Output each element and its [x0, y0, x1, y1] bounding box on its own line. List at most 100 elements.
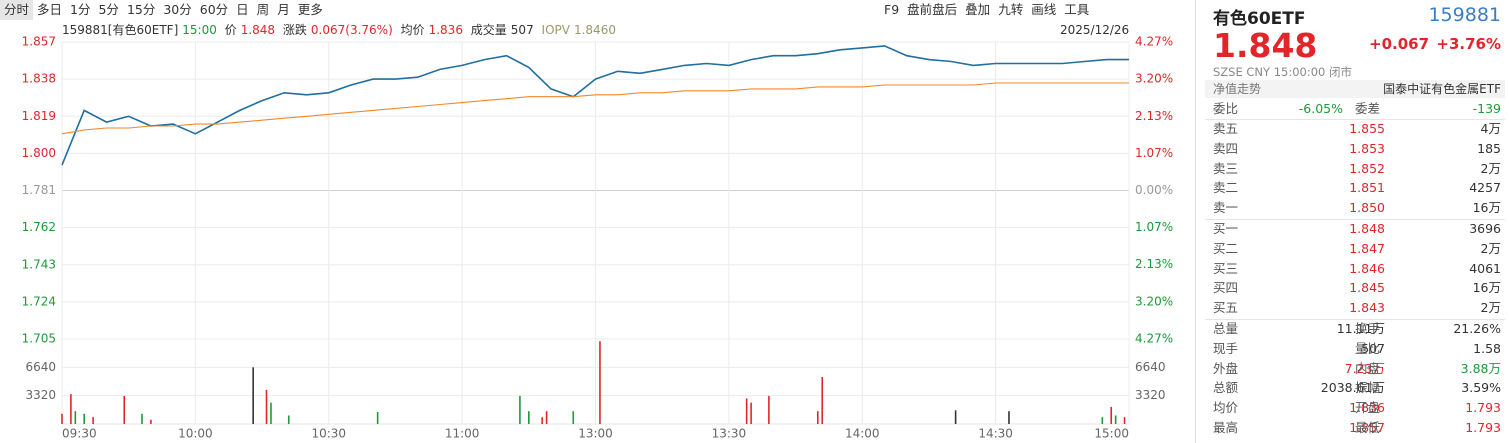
volume-bar — [821, 377, 824, 424]
price: 1.848 — [1349, 221, 1385, 236]
value: 11.11万 — [1336, 321, 1385, 336]
stats-row: 现手 507 量比 1.58 — [1205, 339, 1505, 359]
period-tab[interactable]: 多日 — [37, 2, 63, 17]
book-row: 买二 1.847 2万 — [1205, 239, 1505, 259]
time: 15:00 — [182, 23, 217, 37]
book-row: 买四 1.845 16万 — [1205, 278, 1505, 298]
price: 1.845 — [1349, 280, 1385, 296]
x-tick-label: 15:00 — [1094, 427, 1129, 441]
value: 1.836 — [428, 23, 463, 37]
period-tab[interactable]: 周 — [256, 2, 270, 17]
separator — [1205, 319, 1505, 320]
volume: 4257 — [1469, 180, 1501, 196]
period-tab[interactable]: 60分 — [199, 2, 229, 17]
value: 507 — [1361, 340, 1385, 356]
stats-row: 总量 11.11万 换手 21.26% — [1205, 319, 1505, 339]
book-row: 卖五 1.855 4万 — [1205, 119, 1505, 139]
y-tick-label: 1.838 — [22, 72, 56, 86]
price: 1.851 — [1349, 180, 1385, 196]
volume-bar — [92, 417, 94, 424]
toolbar: 分时 多日 1分 5分 15分 30分 60分日周月更多 F9 盘前盘后 叠加 九转 画线 工具 — [0, 0, 1195, 20]
label: 买二 — [1213, 240, 1239, 256]
volume-bar — [572, 411, 575, 424]
tool-button[interactable]: 叠加 — [965, 2, 991, 17]
price: 1.850 — [1349, 200, 1385, 216]
y2-tick-label: 2.13% — [1135, 257, 1173, 271]
y-tick-label: 1.705 — [22, 332, 56, 346]
volume-bar — [1123, 417, 1126, 424]
volume: 3696 — [1469, 221, 1501, 236]
label: 均价 — [1213, 400, 1239, 416]
security-code: 159881 — [1428, 4, 1501, 26]
period-tab[interactable]: 更多 — [297, 2, 323, 17]
period-tab[interactable]: 5分 — [98, 2, 119, 17]
y-tick-label: 1.857 — [22, 35, 56, 49]
volume-bar — [954, 410, 957, 424]
volume-bar — [1008, 411, 1010, 424]
period-tab[interactable]: 日 — [236, 2, 249, 17]
y2-tick-label: 1.07% — [1135, 220, 1173, 234]
volume-bar — [750, 402, 752, 424]
label: IOPV — [541, 23, 570, 37]
book-row: 买三 1.846 4061 — [1205, 259, 1505, 279]
value: 507 — [510, 23, 534, 37]
tool-menu: F9 盘前盘后 叠加 九转 画线 工具 — [880, 0, 1093, 20]
y2-tick-label: 2.13% — [1135, 109, 1173, 123]
value: -6.05% — [1298, 101, 1343, 116]
volume-bar — [541, 417, 543, 424]
book-row: 买五 1.843 2万 — [1205, 298, 1505, 318]
label: 最高 — [1213, 420, 1239, 435]
period-tab[interactable]: 15分 — [126, 2, 156, 17]
tool-button[interactable]: 画线 — [1031, 2, 1057, 17]
period-tab[interactable]: 1分 — [70, 2, 91, 17]
tool-button[interactable]: 工具 — [1064, 2, 1090, 17]
period-tab[interactable]: 分时 — [0, 0, 34, 20]
period-tab[interactable]: 30分 — [163, 2, 192, 17]
y2-tick-label: 3.20% — [1135, 72, 1173, 86]
quote-line: 159881[有色60ETF] 15:00 价 1.848 涨跌 0.067(3.76… — [62, 21, 620, 39]
label: 最低 — [1355, 420, 1381, 435]
y2-tick-label: 3.20% — [1135, 294, 1173, 308]
price: 1.855 — [1349, 121, 1385, 136]
last-price: 1.848 — [1213, 26, 1318, 65]
x-tick-label: 14:00 — [845, 427, 880, 441]
price-line — [61, 82, 1129, 135]
label: 换手 — [1355, 321, 1381, 336]
x-tick-label: 13:30 — [712, 427, 747, 441]
period-tabs: 分时 多日 1分 5分 15分 30分 60分日周月更多 — [0, 0, 327, 20]
label: 外盘 — [1213, 360, 1239, 376]
y-tick-label: 1.762 — [22, 220, 56, 234]
volume-bar — [265, 389, 268, 424]
label: 内盘 — [1355, 360, 1381, 376]
tool-button[interactable]: F9 — [884, 2, 900, 17]
value: 1.848 — [240, 23, 276, 37]
x-tick-label: 11:00 — [445, 427, 480, 441]
volume: 2万 — [1480, 160, 1501, 176]
label: 委比 — [1213, 101, 1239, 116]
label: 卖五 — [1213, 121, 1239, 136]
label: 总额 — [1213, 380, 1239, 396]
price: 1.853 — [1349, 140, 1385, 156]
y2-tick-label: 4.27% — [1135, 35, 1173, 49]
y2-tick-label: 3320 — [1135, 388, 1166, 402]
nav-row[interactable]: 净值走势 国泰中证有色金属ETF — [1205, 80, 1505, 98]
stats-row: 均价 1.836 开盘 1.793 — [1205, 398, 1505, 418]
nav-label: 净值走势 — [1213, 82, 1262, 96]
period-tab[interactable]: 月 — [277, 2, 290, 17]
label: 涨跌 — [282, 23, 307, 37]
quote-panel: 有色60ETF 159881 1.848 +0.067 +3.76% SZSE … — [1205, 0, 1505, 443]
label: 买一 — [1213, 221, 1239, 236]
value: 2038.61万 — [1320, 380, 1385, 396]
value: 21.26% — [1453, 321, 1501, 336]
volume-bar — [252, 367, 254, 424]
y-tick-label: 6640 — [25, 360, 56, 374]
volume-bar — [270, 402, 272, 424]
volume: 2万 — [1480, 300, 1501, 316]
label: 量比 — [1355, 340, 1381, 356]
value: 1.793 — [1465, 400, 1501, 416]
label: 开盘 — [1355, 400, 1381, 416]
tool-button[interactable]: 盘前盘后 — [907, 2, 958, 17]
tool-button[interactable]: 九转 — [998, 2, 1024, 17]
x-tick-label: 13:00 — [578, 427, 613, 441]
volume: 2万 — [1480, 240, 1501, 256]
